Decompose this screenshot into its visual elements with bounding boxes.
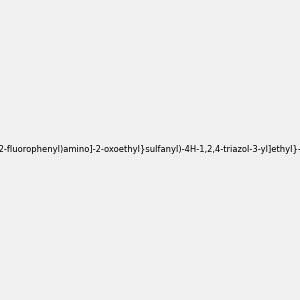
Text: N-{1-[4-ethyl-5-({2-[(2-fluorophenyl)amino]-2-oxoethyl}sulfanyl)-4H-1,2,4-triazo: N-{1-[4-ethyl-5-({2-[(2-fluorophenyl)ami…: [0, 146, 300, 154]
